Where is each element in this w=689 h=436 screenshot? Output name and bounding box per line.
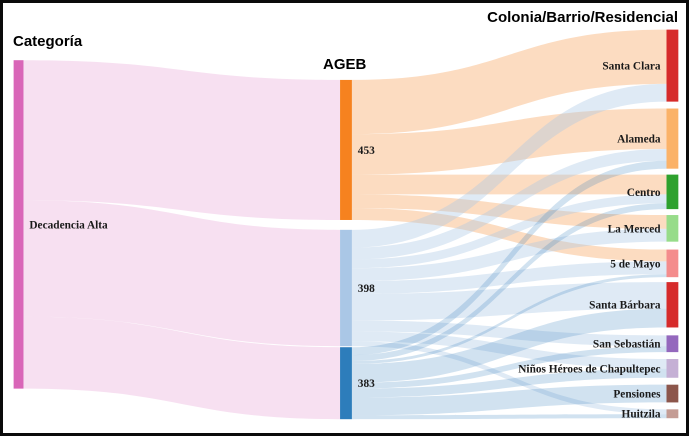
sankey-link-ageb_453-to-la_merced[interactable]: [351, 194, 667, 229]
sankey-link-ageb_383-to-cinco_de_mayo[interactable]: [351, 274, 667, 364]
sankey-node-ninos_heroes[interactable]: [666, 359, 679, 378]
sankey-node-decadencia_alta[interactable]: [13, 60, 24, 389]
sankey-link-ageb_453-to-centro[interactable]: [351, 174, 667, 195]
sankey-link-ageb_398-to-santa_clara[interactable]: [351, 83, 667, 248]
sankey-link-ageb_398-to-santa_barbara[interactable]: [351, 282, 667, 321]
sankey-link-ageb_383-to-pensiones[interactable]: [351, 384, 667, 416]
sankey-link-ageb_383-to-santa_barbara[interactable]: [351, 308, 667, 383]
sankey-link-ageb_383-to-ninos_heroes[interactable]: [351, 368, 667, 398]
sankey-link-ageb_398-to-huitzila[interactable]: [351, 341, 667, 415]
sankey-link-ageb_398-to-san_sebastian[interactable]: [351, 320, 667, 347]
sankey-link-decadencia_alta-to-ageb_398[interactable]: [23, 200, 341, 347]
sankey-node-santa_barbara[interactable]: [666, 282, 679, 328]
column-header-ageb: AGEB: [323, 56, 367, 73]
sankey-link-ageb_453-to-santa_clara[interactable]: [351, 29, 667, 135]
sankey-link-decadencia_alta-to-ageb_453[interactable]: [23, 60, 341, 220]
column-header-colonia: Colonia/Barrio/Residencial: [487, 9, 678, 26]
column-header-categoria: Categoría: [13, 33, 83, 50]
sankey-link-ageb_398-to-ninos_heroes[interactable]: [351, 331, 667, 369]
sankey-node-cinco_de_mayo[interactable]: [666, 249, 679, 278]
sankey-node-ageb_398[interactable]: [340, 229, 352, 347]
sankey-link-ageb_398-to-cinco_de_mayo[interactable]: [351, 261, 667, 294]
sankey-link-ageb_453-to-cinco_de_mayo[interactable]: [351, 208, 667, 262]
sankey-link-ageb_398-to-centro[interactable]: [351, 194, 667, 269]
sankey-node-la_merced[interactable]: [666, 215, 679, 242]
sankey-link-ageb_453-to-alameda[interactable]: [351, 108, 667, 175]
sankey-link-ageb_383-to-huitzila[interactable]: [351, 414, 667, 420]
sankey-link-ageb_383-to-alameda[interactable]: [351, 160, 667, 356]
sankey-node-san_sebastian[interactable]: [666, 335, 679, 353]
sankey-link-decadencia_alta-to-ageb_383[interactable]: [23, 316, 341, 420]
sankey-link-ageb_398-to-la_merced[interactable]: [351, 228, 667, 282]
sankey-node-santa_clara[interactable]: [666, 29, 679, 102]
sankey-node-centro[interactable]: [666, 174, 679, 210]
sankey-node-alameda[interactable]: [666, 108, 679, 169]
sankey-link-ageb_398-to-alameda[interactable]: [351, 148, 667, 260]
sankey-node-huitzila[interactable]: [666, 409, 679, 419]
sankey-node-ageb_383[interactable]: [340, 347, 352, 420]
sankey-link-ageb_383-to-centro[interactable]: [351, 203, 667, 362]
sankey-node-pensiones[interactable]: [666, 384, 679, 403]
sankey-node-ageb_453[interactable]: [340, 79, 352, 220]
sankey-link-ageb_383-to-san_sebastian[interactable]: [351, 346, 667, 389]
